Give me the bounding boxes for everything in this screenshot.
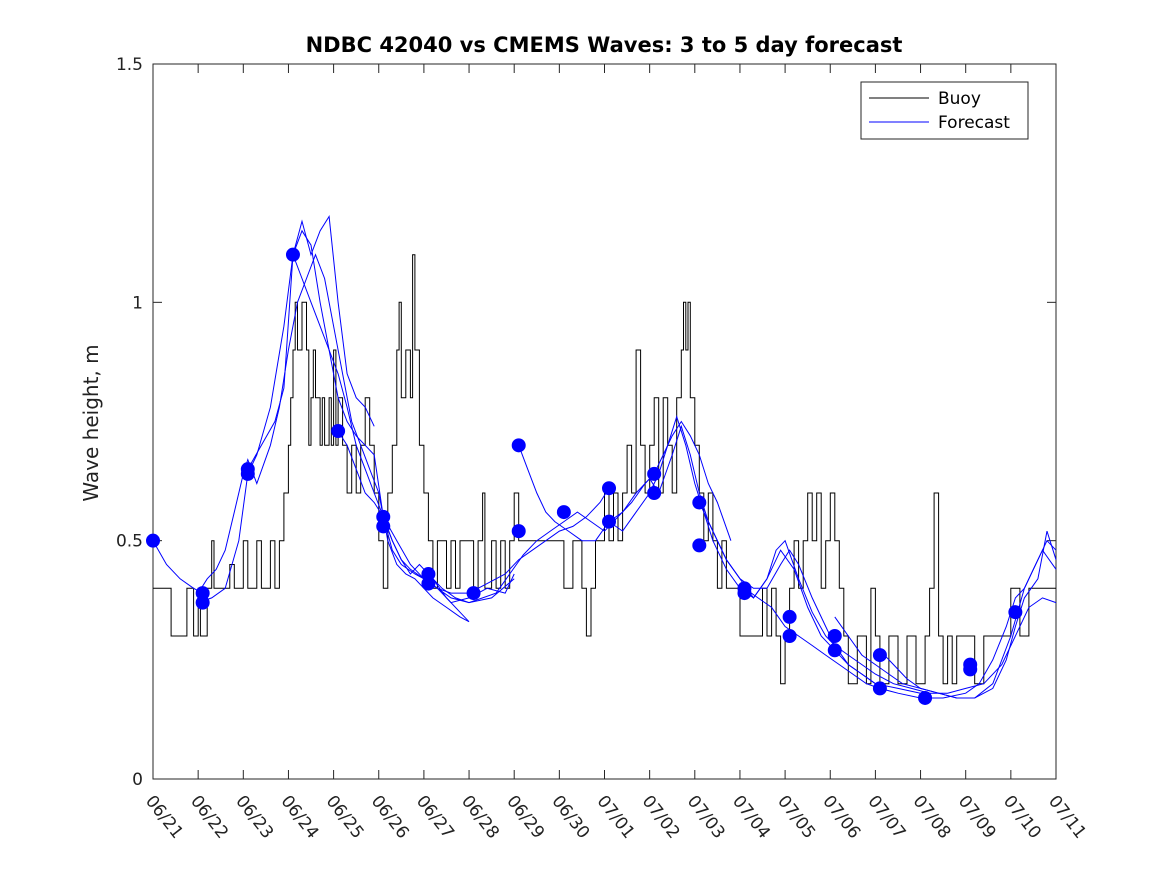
forecast-start-marker [466,586,481,601]
legend-label-buoy: Buoy [938,89,981,109]
y-axis-label: Wave height, m [79,344,103,501]
y-tick-label: 0 [132,770,143,790]
forecast-start-marker [872,681,887,696]
forecast-start-marker [827,643,842,658]
forecast-start-marker [737,586,752,601]
forecast-start-marker [195,595,210,610]
forecast-line [198,229,515,604]
forecast-line [428,420,732,604]
plot-lines [152,215,1057,699]
forecast-start-marker [692,495,707,510]
forecast-start-marker [827,629,842,643]
forecast-start-marker [872,648,887,663]
legend: Buoy Forecast [860,81,1029,140]
forecast-start-marker [647,466,662,481]
forecast-line [879,530,1057,699]
forecast-start-marker [240,466,255,481]
forecast-start-marker [376,519,391,534]
forecast-start-marker [1008,605,1023,620]
forecast-start-marker [511,438,526,453]
plot-area [152,63,1057,780]
forecast-start-marker [511,524,526,539]
plot-markers [146,247,1023,705]
forecast-line [197,253,470,623]
forecast-line [518,424,876,685]
legend-label-forecast: Forecast [938,113,1010,133]
forecast-start-marker [146,533,160,548]
forecast-start-marker [602,481,617,496]
forecast-line [247,215,375,470]
forecast-line [382,487,610,594]
forecast-start-marker [602,514,617,529]
forecast-start-marker [782,629,797,643]
forecast-start-marker [692,538,707,553]
forecast-start-marker [647,486,662,500]
forecast-start-marker [918,690,933,705]
forecast-start-marker [782,609,797,624]
buoy-line [153,254,1056,685]
y-tick-label: 1.5 [116,55,143,75]
chart-title: NDBC 42040 vs CMEMS Waves: 3 to 5 day fo… [306,33,903,57]
legend-box [860,81,1029,140]
forecast-start-marker [285,247,300,262]
forecast-start-marker [331,424,346,439]
forecast-start-marker [421,576,436,591]
y-tick-label: 1 [132,293,143,313]
forecast-start-marker [963,662,978,677]
y-tick-label: 0.5 [116,532,143,552]
forecast-start-marker [556,505,571,520]
